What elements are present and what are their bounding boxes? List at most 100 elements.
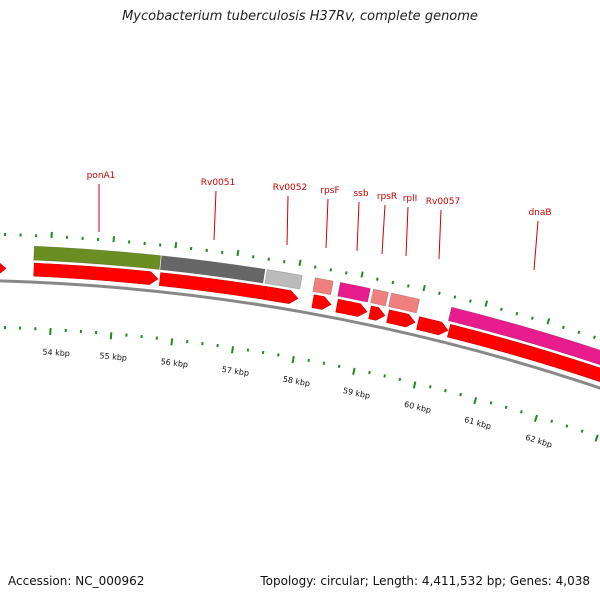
tick-mark (550, 419, 554, 423)
tick-mark (533, 414, 538, 422)
feature-track-outer (33, 245, 600, 366)
gene-arrow (368, 305, 386, 321)
tick-mark (236, 249, 240, 257)
leader-line (438, 209, 442, 260)
ssb-feature (337, 282, 371, 303)
tick-mark (459, 392, 462, 397)
scale-label: 56 kbp (160, 357, 188, 369)
gene-label: rplI (403, 194, 418, 204)
scale-label: 59 kbp (342, 386, 371, 401)
tick-mark (438, 291, 441, 295)
genome-summary-text: Topology: circular; Length: 4,411,532 bp… (260, 574, 590, 588)
gene-label: ssb (353, 189, 368, 199)
tick-mark (469, 299, 472, 303)
gene-arrow (33, 262, 159, 285)
dnab-feature (447, 306, 600, 366)
tick-mark (230, 346, 234, 354)
leader-line (381, 204, 386, 255)
leader-line (325, 198, 329, 249)
leader-line (405, 206, 409, 257)
tick-mark (428, 385, 432, 389)
tick-mark (473, 397, 478, 405)
tick-mark (562, 325, 565, 330)
tick-mark (298, 259, 302, 266)
tick-mark (484, 300, 489, 307)
gene-arrow (447, 323, 600, 383)
tick-mark (337, 364, 341, 368)
tick-mark (594, 434, 599, 442)
tick-mark (546, 318, 551, 325)
tick-mark (422, 284, 426, 292)
tick-mark (360, 271, 364, 278)
scale-label: 60 kbp (403, 400, 432, 415)
rpsf-feature (312, 277, 334, 296)
tick-mark (329, 268, 333, 272)
rv0052-feature (264, 269, 303, 290)
tick-mark (412, 381, 417, 389)
gene-arrow (335, 298, 368, 317)
gene-labels: ponA1 Rv0051 Rv0052 rpsF ssb rpsR rplI Rv0057 dn… (87, 171, 552, 271)
tick-mark (531, 316, 534, 320)
tick-mark (593, 335, 596, 339)
scale-tick-marks (3, 326, 599, 442)
scale-label: 61 kbp (463, 415, 492, 431)
gene-arrow (311, 294, 332, 310)
scale-label: 57 kbp (221, 365, 250, 378)
tick-mark (376, 277, 379, 281)
gene-label: rpsF (320, 186, 339, 196)
tick-mark (322, 361, 326, 365)
scale-label: 62 kbp (524, 433, 553, 450)
rpli-feature (388, 292, 420, 314)
leader-line (533, 220, 539, 271)
tick-mark (174, 242, 178, 249)
tick-mark (277, 353, 280, 357)
scale-label: 55 kbp (99, 351, 127, 362)
genome-backbone (0, 279, 600, 390)
tick-mark (519, 410, 523, 414)
tick-mark (489, 401, 493, 405)
tick-mark (398, 377, 402, 382)
tick-mark (314, 265, 317, 269)
scale-label: 58 kbp (282, 375, 311, 389)
feature-track-inner (0, 262, 600, 383)
tick-mark (504, 405, 508, 410)
tick-mark (577, 330, 581, 334)
gene-arrow (0, 262, 7, 274)
tick-mark (565, 424, 569, 428)
tick-mark (109, 332, 113, 340)
map-title: Mycobacterium tuberculosis H37Rv, comple… (122, 9, 478, 24)
upper-tick-marks (4, 231, 596, 339)
gene-label: rpsR (377, 192, 397, 202)
tick-mark (383, 374, 386, 378)
tick-mark (444, 388, 447, 393)
leader-line (356, 201, 360, 252)
gene-arrow (416, 316, 449, 336)
rv0051-feature (159, 255, 266, 284)
tick-mark (307, 358, 310, 363)
gene-arrow (263, 286, 299, 304)
scale-label: 54 kbp (42, 348, 70, 359)
accession-text: Accession: NC_000962 (8, 574, 145, 588)
tick-mark (580, 429, 584, 433)
tick-mark (500, 307, 503, 312)
tick-mark (170, 338, 174, 346)
tick-mark (453, 295, 457, 299)
gene-arrow (386, 309, 416, 328)
backbone-line (0, 279, 600, 390)
ponA1-feature (33, 245, 162, 270)
tick-mark (291, 355, 295, 364)
leader-line (286, 195, 289, 246)
gene-label: ponA1 (87, 171, 116, 181)
gene-label: Rv0051 (201, 178, 235, 188)
tick-mark (352, 367, 356, 375)
gene-label: Rv0052 (273, 183, 307, 193)
rpsr-feature (370, 288, 389, 307)
gene-label: Rv0057 (426, 197, 460, 207)
tick-mark (515, 311, 519, 316)
gene-label: dnaB (528, 208, 551, 218)
leader-line (213, 190, 217, 241)
tick-mark (391, 280, 395, 285)
tick-mark (407, 284, 410, 288)
tick-mark (345, 271, 348, 275)
